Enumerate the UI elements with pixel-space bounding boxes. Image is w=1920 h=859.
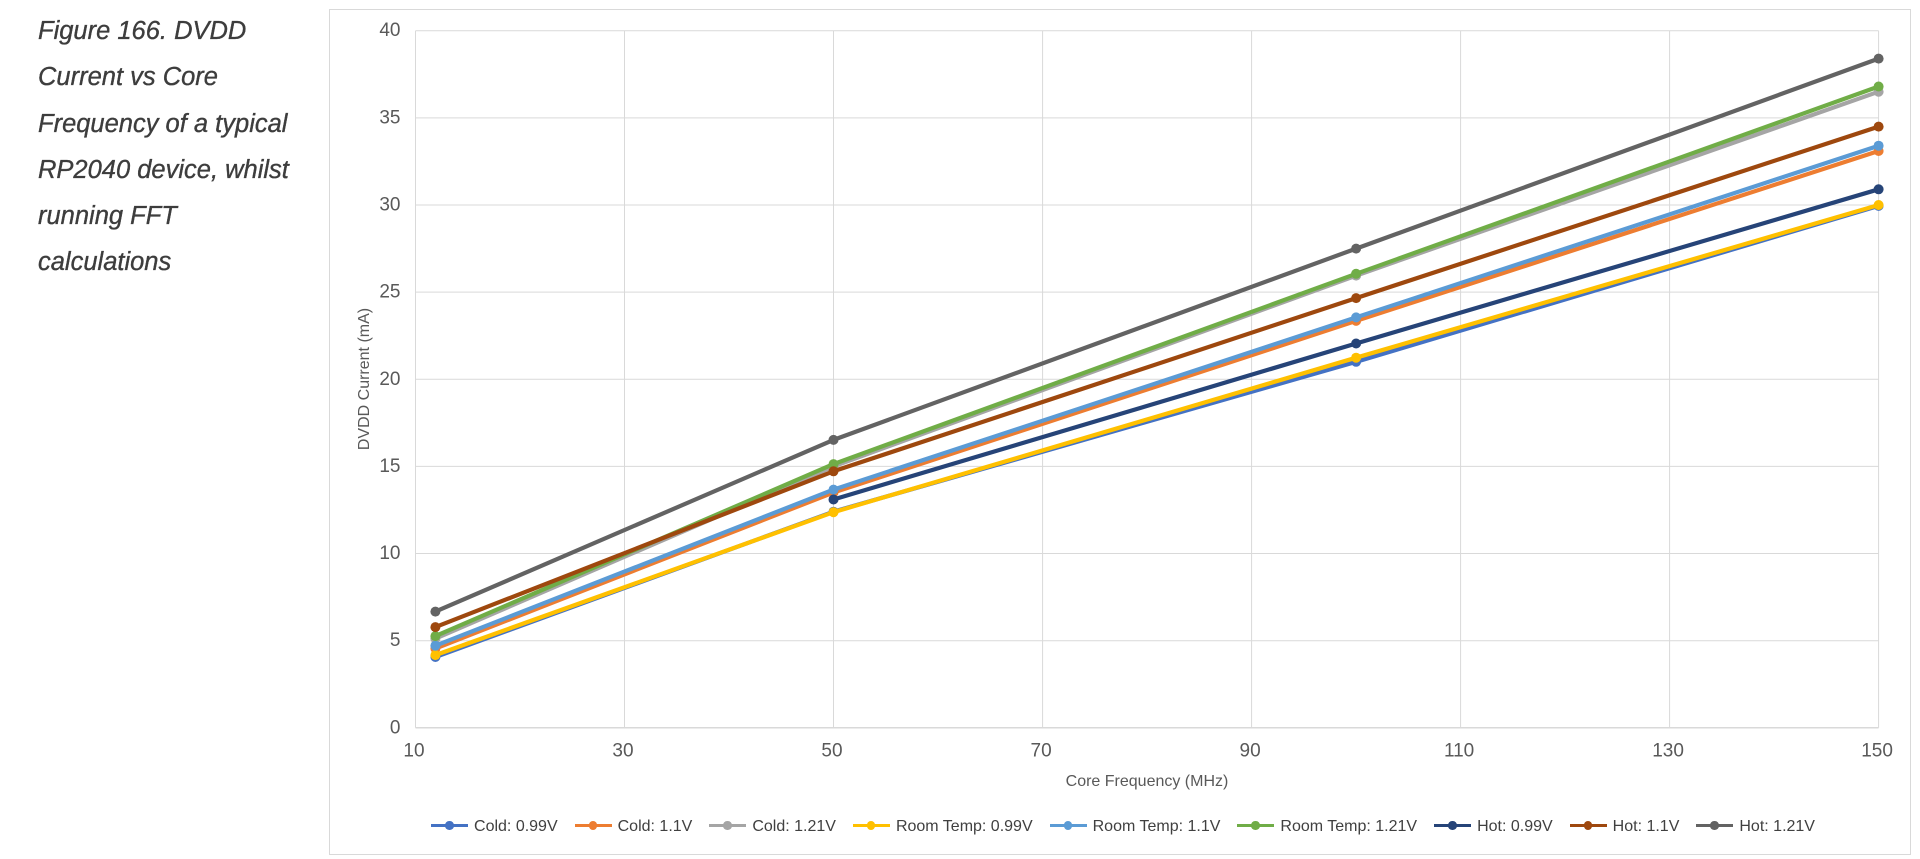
svg-text:25: 25 (379, 282, 400, 303)
svg-text:20: 20 (379, 369, 400, 390)
svg-text:DVDD Current (mA): DVDD Current (mA) (356, 308, 373, 450)
svg-text:10: 10 (379, 543, 400, 564)
svg-text:30: 30 (612, 741, 633, 762)
svg-text:0: 0 (390, 717, 401, 738)
svg-text:130: 130 (1652, 741, 1684, 762)
svg-text:40: 40 (379, 20, 400, 41)
svg-text:50: 50 (821, 741, 842, 762)
svg-text:5: 5 (390, 630, 401, 651)
svg-text:90: 90 (1240, 741, 1261, 762)
svg-text:15: 15 (379, 456, 400, 477)
svg-text:70: 70 (1031, 741, 1052, 762)
svg-text:30: 30 (379, 195, 400, 216)
svg-text:110: 110 (1444, 741, 1474, 762)
svg-text:35: 35 (379, 107, 400, 128)
svg-text:150: 150 (1861, 741, 1893, 762)
svg-text:Core Frequency (MHz): Core Frequency (MHz) (1066, 773, 1229, 790)
svg-text:10: 10 (403, 741, 424, 762)
